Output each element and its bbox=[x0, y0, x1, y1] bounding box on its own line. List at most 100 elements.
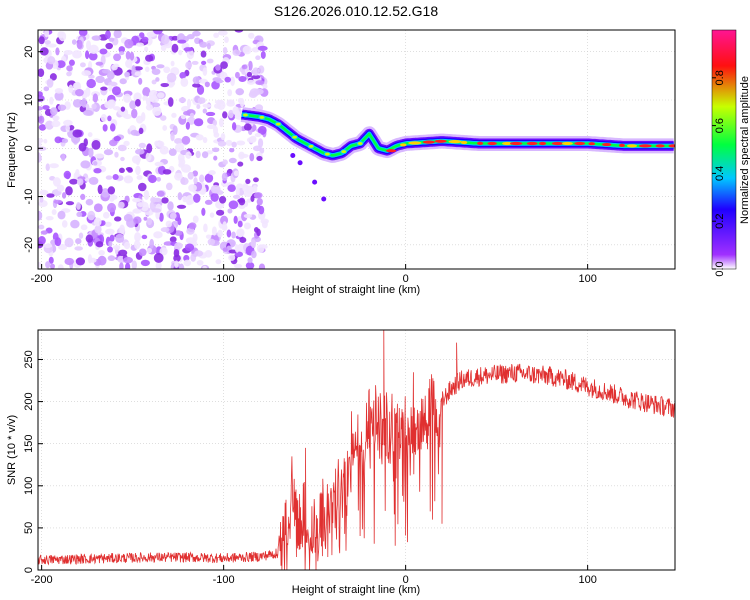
noise-cell bbox=[176, 204, 187, 209]
y-tick-label: 200 bbox=[23, 392, 35, 410]
noise-cell bbox=[202, 265, 208, 269]
noise-cell bbox=[201, 151, 209, 159]
noise-cell bbox=[258, 263, 266, 269]
snr-series bbox=[38, 330, 675, 570]
noise-cell bbox=[55, 47, 60, 56]
noise-cell bbox=[137, 202, 145, 208]
snr-y-axis-label: SNR (10 * v/v) bbox=[6, 415, 18, 485]
noise-cell bbox=[153, 252, 164, 263]
noise-cell bbox=[56, 184, 65, 192]
noise-cell bbox=[220, 61, 228, 70]
noise-cell bbox=[54, 88, 64, 94]
noise-cell bbox=[127, 167, 133, 173]
noise-cell bbox=[231, 141, 237, 148]
noise-cell bbox=[133, 208, 140, 214]
noise-cell bbox=[224, 76, 232, 83]
noise-cell bbox=[95, 75, 105, 84]
noise-cell bbox=[174, 230, 183, 236]
noise-cell bbox=[113, 30, 122, 39]
noise-cell bbox=[125, 262, 131, 269]
noise-cell bbox=[95, 241, 104, 248]
noise-cell bbox=[76, 178, 84, 186]
noise-cell bbox=[193, 177, 198, 185]
noise-cell bbox=[145, 104, 154, 111]
noise-cell bbox=[253, 88, 264, 95]
noise-cell bbox=[117, 144, 127, 152]
y-tick-label: 150 bbox=[23, 435, 35, 453]
noise-cell bbox=[222, 111, 228, 119]
noise-cell bbox=[53, 199, 63, 204]
noise-cell bbox=[147, 217, 153, 226]
noise-cell bbox=[241, 64, 248, 70]
noise-cell bbox=[184, 243, 195, 252]
track-blob bbox=[356, 140, 364, 146]
noise-cell bbox=[98, 249, 105, 256]
noise-cell bbox=[145, 97, 151, 106]
snr-y-ticks: 0 50 100 150 200 250 bbox=[23, 350, 43, 573]
y-tick-label: 0 bbox=[23, 145, 35, 151]
noise-cell bbox=[111, 64, 118, 71]
noise-cell bbox=[204, 199, 213, 205]
noise-cell bbox=[193, 193, 201, 203]
noise-cell bbox=[38, 110, 42, 117]
noise-cell bbox=[252, 185, 258, 193]
noise-cell bbox=[222, 46, 228, 55]
noise-cell bbox=[185, 151, 192, 159]
noise-cell bbox=[201, 60, 207, 65]
noise-cell bbox=[215, 64, 221, 71]
noise-cell bbox=[46, 193, 55, 198]
track-peak bbox=[588, 142, 596, 146]
noise-cell bbox=[87, 132, 93, 138]
noise-cell bbox=[256, 244, 265, 253]
noise-cell bbox=[195, 150, 201, 159]
noise-cell bbox=[76, 202, 81, 210]
noise-cell bbox=[188, 184, 197, 192]
noise-cell bbox=[61, 220, 68, 228]
track-peak bbox=[434, 139, 447, 143]
noise-cell bbox=[54, 91, 64, 101]
noise-cell bbox=[133, 216, 142, 224]
noise-cell bbox=[44, 120, 54, 130]
noise-cell bbox=[63, 170, 72, 179]
noise-cell bbox=[213, 32, 220, 39]
noise-cell bbox=[243, 213, 253, 219]
noise-cell bbox=[204, 81, 210, 88]
noise-cell bbox=[260, 50, 266, 59]
noise-cell bbox=[194, 250, 204, 257]
noise-cell bbox=[218, 195, 227, 204]
noise-cell bbox=[72, 98, 83, 108]
y-tick-label: 50 bbox=[23, 522, 35, 534]
noise-cell bbox=[251, 250, 257, 259]
noise-cell bbox=[213, 155, 218, 161]
noise-cell bbox=[171, 43, 179, 53]
noise-cell bbox=[144, 46, 149, 52]
track-peak bbox=[477, 141, 484, 145]
colorbar-tick-label: 0.2 bbox=[714, 214, 726, 229]
noise-cell bbox=[159, 247, 168, 256]
noise-cell bbox=[165, 220, 172, 228]
noise-cell bbox=[187, 171, 194, 180]
noise-cell bbox=[166, 72, 177, 83]
noise-cell bbox=[227, 89, 233, 97]
noise-cell bbox=[56, 60, 66, 69]
noise-cell bbox=[112, 106, 121, 111]
noise-cell bbox=[189, 112, 195, 119]
noise-cell bbox=[245, 261, 255, 269]
spectrogram-x-axis-label: Height of straight line (km) bbox=[292, 284, 420, 296]
noise-cell bbox=[62, 192, 67, 199]
noise-cell bbox=[143, 189, 150, 200]
noise-cell bbox=[38, 94, 45, 103]
noise-cell bbox=[234, 30, 244, 33]
noise-cell bbox=[43, 243, 53, 248]
noise-cell bbox=[135, 165, 141, 176]
noise-cell bbox=[151, 102, 161, 108]
noise-cell bbox=[64, 237, 74, 248]
noise-cell bbox=[239, 153, 249, 158]
noise-cell bbox=[66, 71, 72, 77]
noise-cell bbox=[76, 39, 83, 49]
track-peak bbox=[538, 141, 547, 146]
noise-cell bbox=[80, 224, 88, 231]
noise-cell bbox=[120, 106, 126, 112]
